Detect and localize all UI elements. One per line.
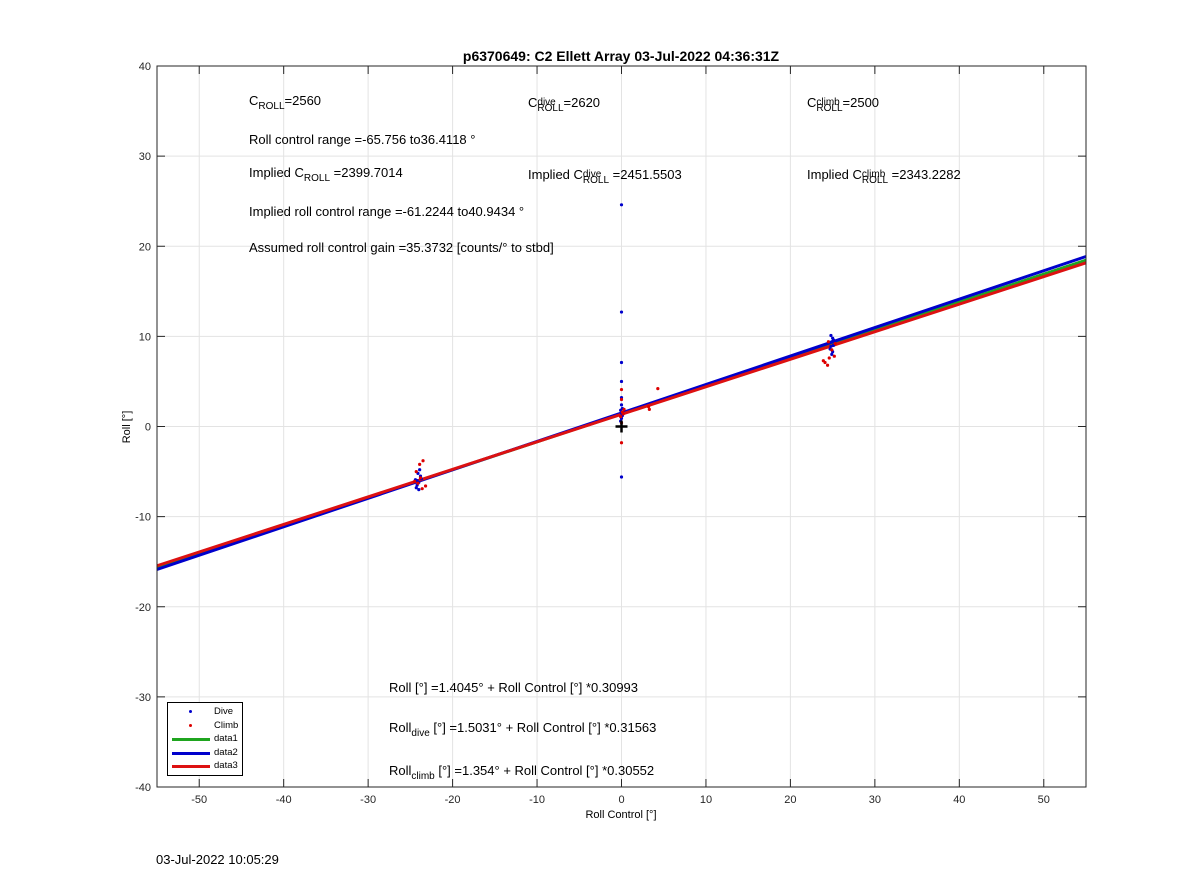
climb-point [833, 341, 837, 346]
climb-point [619, 387, 624, 392]
legend-item-data1: data1 [172, 733, 240, 745]
c-roll-annotation: CROLL=2560 [249, 93, 322, 112]
y-axis-label: Roll [°] [121, 411, 133, 444]
x-tick-label: 30 [869, 794, 881, 806]
climb-point [656, 387, 660, 391]
chart-title: p6370649: C2 Ellett Array 03-Jul-2022 04… [463, 48, 780, 64]
climb-point [832, 354, 836, 358]
x-tick-label: 50 [1038, 794, 1050, 806]
y-tick-label: -40 [135, 782, 151, 794]
data1-line-icon [172, 738, 210, 741]
implied-c-roll-annotation: Implied CROLL =2399.7014 [249, 165, 403, 184]
dive-point [619, 360, 624, 365]
x-tick-label: 10 [700, 794, 712, 806]
dive-point [414, 486, 418, 490]
y-tick-label: 20 [139, 241, 151, 253]
climb-point [621, 412, 625, 416]
climb-point [646, 405, 651, 409]
legend-item-data2: data2 [172, 747, 240, 759]
climb-point [825, 363, 830, 367]
climb-point [421, 459, 425, 463]
zero-marker [615, 420, 628, 433]
legend-item-climb: Climb [172, 720, 240, 732]
x-tick-label: 40 [953, 794, 965, 806]
dive-point [619, 379, 624, 384]
footer-timestamp: 03-Jul-2022 10:05:29 [156, 852, 279, 867]
dive-point [619, 475, 624, 479]
data3-line-icon [172, 765, 210, 768]
implied-range-text: Implied roll control range =-61.2244 to4… [249, 204, 525, 219]
gain-text: Assumed roll control gain =35.3732 [coun… [249, 240, 554, 255]
y-tick-label: 10 [139, 331, 151, 343]
climb-point [423, 484, 428, 488]
climb-point [412, 479, 417, 484]
y-tick-label: 40 [139, 61, 151, 73]
dive-point [619, 310, 624, 314]
climb-point [619, 397, 624, 402]
climb-point [414, 469, 418, 474]
climb-point [821, 359, 825, 363]
x-tick-label: -30 [360, 794, 376, 806]
dive-point [829, 344, 833, 348]
fit-climb-equation: Rollclimb [°] =1.354° + Roll Control [°]… [389, 763, 655, 782]
dive-point [415, 478, 419, 483]
y-tick-label: -20 [135, 602, 151, 614]
x-tick-label: 20 [784, 794, 796, 806]
y-tick-label: -30 [135, 692, 151, 704]
dive-point [619, 403, 624, 407]
climb-point [619, 414, 623, 419]
x-tick-label: -50 [191, 794, 207, 806]
x-tick-label: -10 [529, 794, 545, 806]
climb-point [830, 348, 834, 352]
climb-point [420, 487, 424, 491]
climb-point [619, 441, 624, 445]
plot-frame [156, 65, 1087, 788]
dive-point [831, 338, 836, 342]
roll-control-range-text: Roll control range =-65.756 to36.4118 ° [249, 132, 476, 147]
data-points [412, 203, 837, 492]
climb-point [416, 481, 420, 485]
y-tick-label: 30 [139, 151, 151, 163]
y-tick-label: -10 [135, 512, 151, 524]
dive-point [619, 203, 624, 207]
dive-point [417, 487, 421, 492]
legend-item-data3: data3 [172, 760, 240, 772]
fit-dive-equation: Rolldive [°] =1.5031° + Roll Control [°]… [389, 720, 657, 739]
x-axis-label: Roll Control [°] [585, 809, 656, 821]
dive-point [418, 468, 422, 472]
dive-marker-icon [189, 710, 192, 713]
x-tick-label: -20 [445, 794, 461, 806]
climb-point [622, 407, 626, 411]
x-tick-label: -40 [276, 794, 292, 806]
dive-point [830, 352, 834, 356]
y-tick-label: 0 [145, 422, 151, 434]
climb-point [647, 407, 651, 411]
climb-point [827, 356, 831, 360]
fit-all-equation: Roll [°] =1.4045° + Roll Control [°] *0.… [389, 680, 639, 695]
dive-point [829, 333, 833, 338]
axis-ticks: -50 -40 -30 -20 -10 0 10 20 30 40 50 -40 -30 -20 -10 0 1… [135, 61, 1086, 806]
data2-line-icon [172, 752, 210, 755]
climb-marker-icon [189, 724, 192, 727]
x-tick-label: 0 [618, 794, 624, 806]
legend-item-dive: Dive [172, 706, 240, 718]
climb-point [418, 462, 422, 466]
legend: Dive Climb data1 data2 data3 [167, 702, 243, 776]
climb-point [826, 340, 831, 344]
climb-point [418, 476, 423, 480]
